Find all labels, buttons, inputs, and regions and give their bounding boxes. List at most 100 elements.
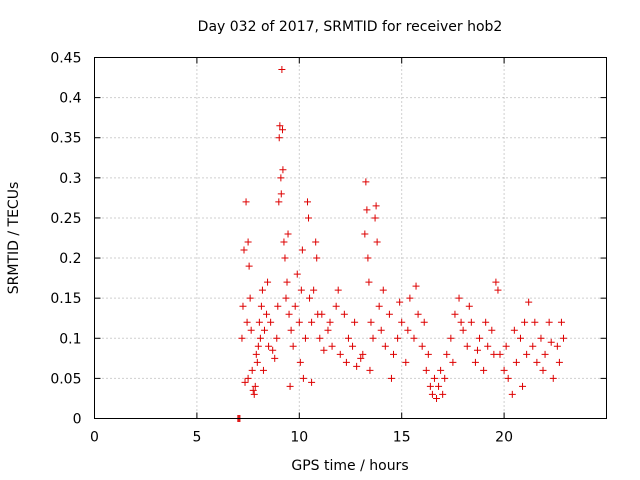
data-point [441, 374, 449, 382]
data-point [439, 390, 447, 398]
data-point [281, 254, 289, 262]
data-point [313, 254, 321, 262]
data-point [306, 294, 314, 302]
data-point [390, 350, 398, 358]
data-point [296, 358, 304, 366]
data-point [537, 334, 545, 342]
y-axis-ticks: 0 0.05 0.1 0.15 0.2 0.25 0.3 0.35 0.4 0.45 [50, 51, 607, 428]
data-point [298, 246, 306, 254]
data-point [385, 310, 393, 318]
data-point [404, 326, 412, 334]
data-point [455, 294, 463, 302]
data-point [238, 334, 246, 342]
data-point [275, 134, 283, 142]
data-point [299, 374, 307, 382]
data-point [541, 350, 549, 358]
data-point [344, 334, 352, 342]
data-point [523, 350, 531, 358]
y-tick-label: 0.3 [59, 171, 81, 187]
data-point [414, 310, 422, 318]
data-point [463, 342, 471, 350]
data-point [320, 346, 328, 354]
data-point [490, 350, 498, 358]
x-tick-label: 5 [192, 430, 201, 446]
data-point [371, 214, 379, 222]
data-point [363, 206, 371, 214]
data-point [428, 390, 436, 398]
data-point [361, 230, 369, 238]
data-point [545, 318, 553, 326]
data-point [285, 310, 293, 318]
data-point [557, 318, 565, 326]
chart-title: Day 032 of 2017, SRMTID for receiver hob… [198, 19, 503, 35]
data-point [243, 318, 251, 326]
data-point [351, 318, 359, 326]
data-point [277, 174, 285, 182]
data-point [251, 382, 259, 390]
data-point [437, 366, 445, 374]
data-point [508, 390, 516, 398]
data-point [291, 302, 299, 310]
data-point [316, 334, 324, 342]
data-point [494, 286, 502, 294]
data-point [482, 318, 490, 326]
data-point [303, 198, 311, 206]
data-point [308, 318, 316, 326]
data-point [284, 230, 292, 238]
data-point [326, 318, 334, 326]
x-axis-ticks: 0 5 10 15 20 [90, 57, 513, 446]
data-point [340, 310, 348, 318]
data-point [275, 198, 283, 206]
data-point [328, 342, 336, 350]
data-point [539, 366, 547, 374]
data-point [253, 358, 261, 366]
data-point [362, 178, 370, 186]
data-point [377, 326, 385, 334]
data-point [310, 286, 318, 294]
y-tick-label: 0.15 [50, 291, 81, 307]
data-point [283, 278, 291, 286]
data-point [364, 254, 372, 262]
data-point [372, 202, 380, 210]
data-point [249, 386, 257, 394]
y-tick-label: 0.25 [50, 211, 81, 227]
data-point [473, 346, 481, 354]
data-point [263, 310, 271, 318]
y-tick-label: 0.45 [50, 51, 81, 67]
data-point [365, 278, 373, 286]
data-point [492, 278, 500, 286]
x-tick-label: 0 [90, 430, 99, 446]
data-point [276, 122, 284, 130]
data-point [422, 366, 430, 374]
data-point [516, 334, 524, 342]
data-point [476, 334, 484, 342]
data-point [504, 374, 512, 382]
data-point [500, 366, 508, 374]
data-point [277, 190, 285, 198]
data-point [412, 282, 420, 290]
data-point [396, 298, 404, 306]
data-point [301, 334, 309, 342]
data-point [279, 166, 287, 174]
x-tick-label: 20 [495, 430, 513, 446]
data-point [366, 366, 374, 374]
data-point [245, 262, 253, 270]
data-point [312, 238, 320, 246]
data-point [353, 362, 361, 370]
data-point [289, 342, 297, 350]
data-point [308, 378, 316, 386]
data-point [248, 366, 256, 374]
data-point [342, 358, 350, 366]
data-point [305, 214, 313, 222]
data-point [256, 334, 264, 342]
data-point [367, 318, 375, 326]
x-tick-label: 10 [290, 430, 308, 446]
data-point [239, 302, 247, 310]
data-point [555, 358, 563, 366]
x-tick-label: 15 [393, 430, 411, 446]
data-point [467, 318, 475, 326]
data-point [280, 238, 288, 246]
data-point [529, 342, 537, 350]
data-point [512, 358, 520, 366]
data-point [265, 342, 273, 350]
